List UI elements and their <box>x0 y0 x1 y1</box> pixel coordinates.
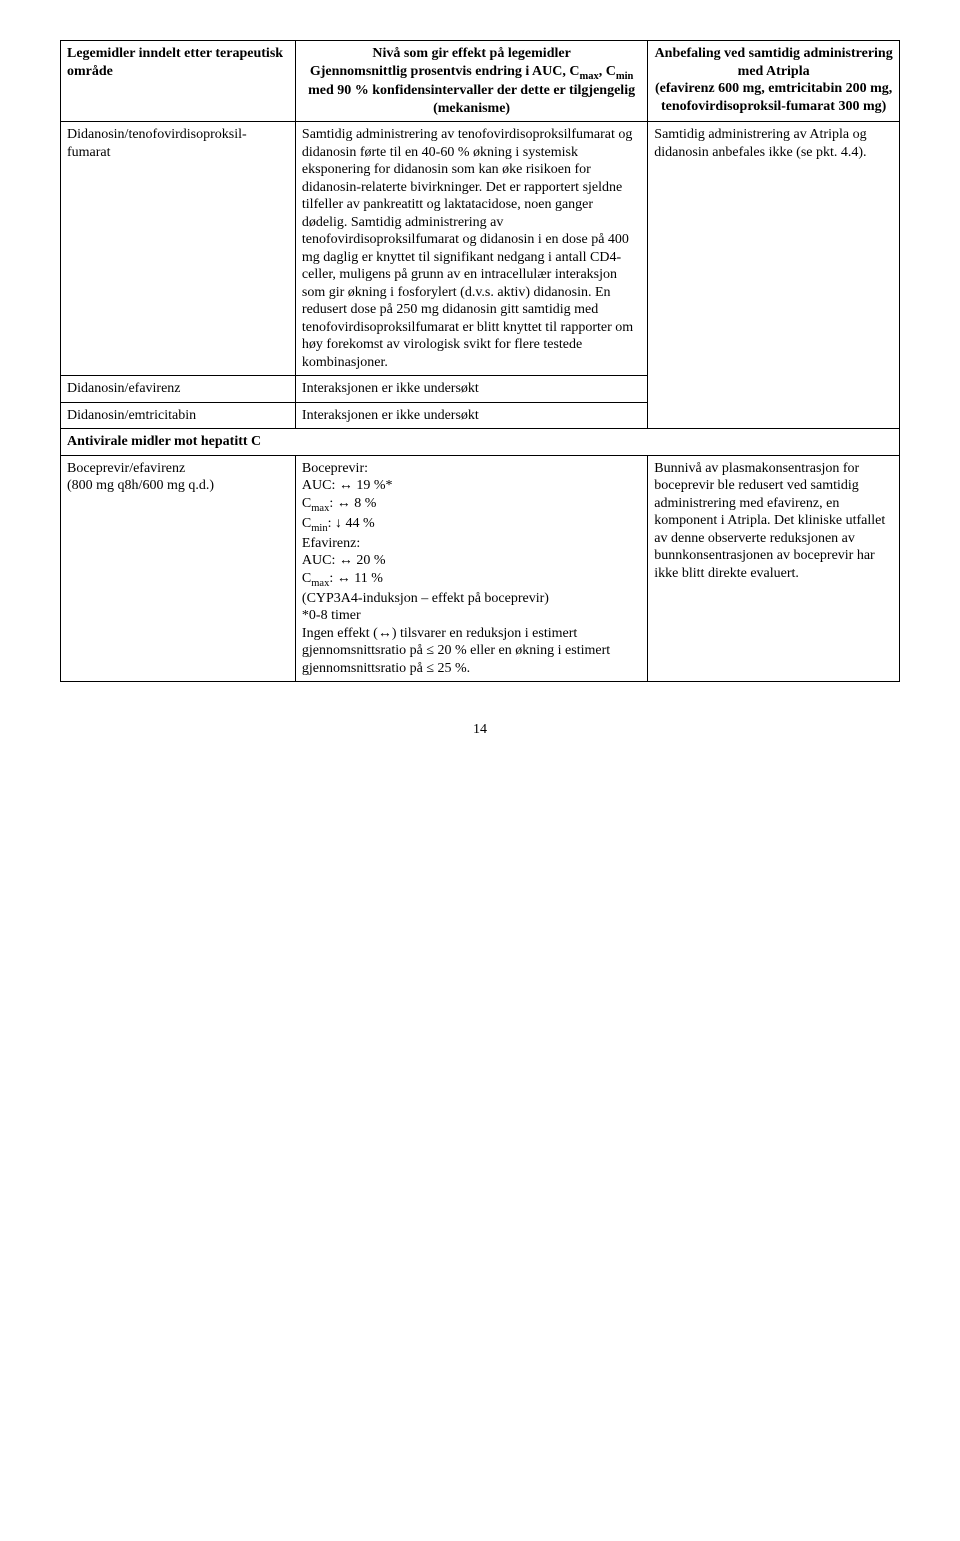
cell-recommendation: Bunnivå av plasmakonsentrasjon for bocep… <box>648 455 900 681</box>
header-col1: Legemidler inndelt etter terapeutisk omr… <box>61 41 296 122</box>
cell-drug: Boceprevir/efavirenz (800 mg q8h/600 mg … <box>61 455 296 681</box>
cell-effect: Interaksjonen er ikke undersøkt <box>295 376 647 403</box>
page-number: 14 <box>60 722 900 738</box>
cell-effect: Samtidig administrering av tenofovirdiso… <box>295 122 647 376</box>
cell-effect: Interaksjonen er ikke undersøkt <box>295 402 647 429</box>
table-header-row: Legemidler inndelt etter terapeutisk omr… <box>61 41 900 122</box>
section-heading: Antivirale midler mot hepatitt C <box>61 429 900 456</box>
drug-interaction-table: Legemidler inndelt etter terapeutisk omr… <box>60 40 900 682</box>
table-row: Didanosin/tenofovirdisoproksil-fumarat S… <box>61 122 900 376</box>
cell-effect: Boceprevir: AUC: ↔ 19 %* Cmax: ↔ 8 % Cmi… <box>295 455 647 681</box>
header-col2: Nivå som gir effekt på legemidler Gjenno… <box>295 41 647 122</box>
cell-drug: Didanosin/emtricitabin <box>61 402 296 429</box>
cell-drug: Didanosin/efavirenz <box>61 376 296 403</box>
cell-recommendation: Samtidig administrering av Atripla og di… <box>648 122 900 429</box>
header-col3: Anbefaling ved samtidig administrering m… <box>648 41 900 122</box>
cell-drug: Didanosin/tenofovirdisoproksil-fumarat <box>61 122 296 376</box>
table-row: Boceprevir/efavirenz (800 mg q8h/600 mg … <box>61 455 900 681</box>
section-row: Antivirale midler mot hepatitt C <box>61 429 900 456</box>
